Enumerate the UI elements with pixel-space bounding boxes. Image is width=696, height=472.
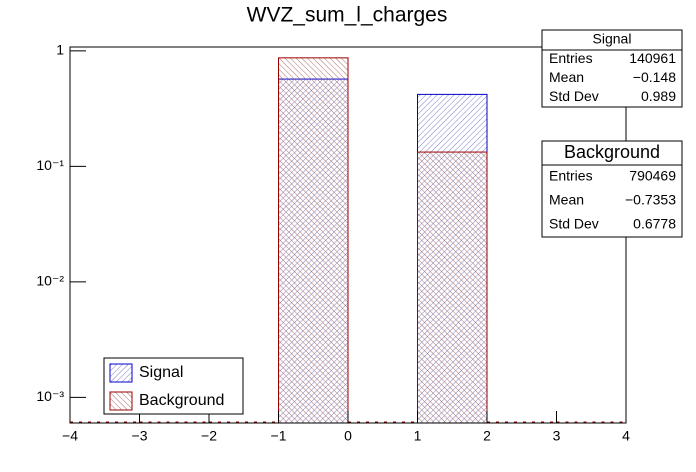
- stats-value: −0.148: [633, 69, 676, 85]
- stats-key: Entries: [549, 50, 593, 66]
- stats-box: [541, 140, 683, 238]
- y-tick-label: 1: [56, 42, 64, 58]
- stats-key: Entries: [549, 168, 593, 184]
- stats-value: 0.989: [641, 88, 676, 104]
- x-tick-label: 4: [622, 428, 630, 444]
- y-tick-label: 10⁻¹: [36, 157, 64, 173]
- stats-key: Mean: [549, 192, 584, 208]
- legend-swatch: [109, 363, 133, 383]
- bar: [417, 151, 488, 424]
- chart-title: WVZ_sum_l_charges: [247, 4, 448, 27]
- bar: [278, 57, 349, 424]
- x-tick-label: −3: [132, 428, 148, 444]
- stats-value: −0.7353: [625, 192, 676, 208]
- x-tick-label: −2: [201, 428, 217, 444]
- legend-label: Signal: [139, 364, 183, 381]
- x-tick-label: 0: [344, 428, 352, 444]
- x-tick-label: 2: [483, 428, 491, 444]
- legend-swatch: [109, 391, 133, 411]
- stats-value: 140961: [629, 50, 676, 66]
- stats-key: Std Dev: [549, 88, 599, 104]
- stats-value: 0.6778: [633, 216, 676, 232]
- stats-key: Std Dev: [549, 216, 599, 232]
- x-tick-label: 1: [414, 428, 422, 444]
- stats-key: Mean: [549, 69, 584, 85]
- y-tick-label: 10⁻³: [36, 388, 64, 404]
- stats-value: 790469: [629, 168, 676, 184]
- legend-label: Background: [139, 392, 224, 409]
- x-tick-label: −1: [271, 428, 287, 444]
- y-tick-label: 10⁻²: [36, 273, 64, 289]
- x-tick-label: 3: [553, 428, 561, 444]
- stats-title: Background: [564, 142, 660, 162]
- x-tick-label: −4: [62, 428, 78, 444]
- stats-title: Signal: [593, 31, 632, 47]
- stats-box: [541, 29, 683, 108]
